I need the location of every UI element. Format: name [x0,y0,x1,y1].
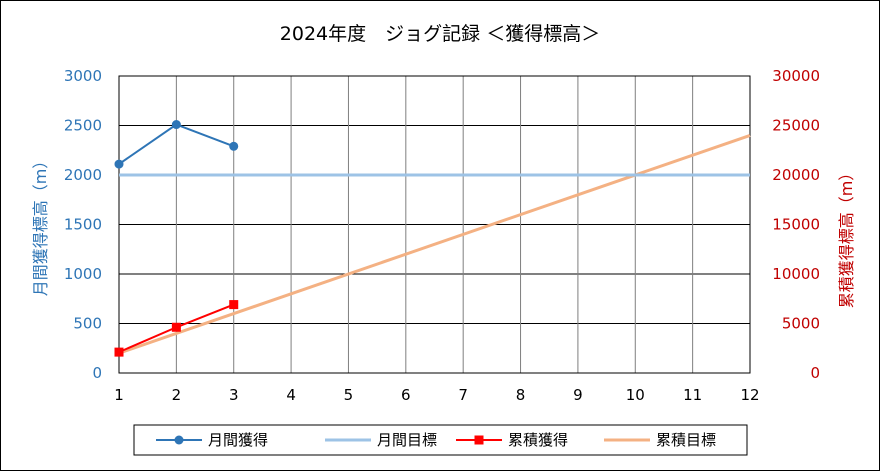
x-tick-label: 5 [344,386,354,404]
y-left-tick-label: 500 [73,315,102,333]
y-left-tick-label: 1000 [64,265,102,283]
legend-label: 累積目標 [656,431,716,449]
x-tick-label: 9 [573,386,583,404]
legend-marker-circle [174,435,184,445]
x-tick-label: 7 [458,386,468,404]
data-point-circle [171,120,181,130]
chart-title: 2024年度 ジョグ記録 ＜獲得標高＞ [280,23,600,45]
x-tick-label: 3 [229,386,239,404]
legend-box [133,424,748,456]
y-left-tick-label: 0 [92,364,102,382]
data-point-square [229,300,239,310]
y-left-tick-label: 2500 [64,117,102,135]
x-tick-label: 10 [626,386,645,404]
x-tick-label: 6 [401,386,411,404]
data-point-square [114,347,124,357]
y-right-tick-label: 10000 [772,265,820,283]
y-right-tick-label: 0 [810,364,820,382]
legend-label: 月間目標 [377,431,437,449]
data-point-square [171,322,181,332]
plot-area: 0500100015002000250030000500010000150002… [31,67,856,404]
y-right-tick-label: 5000 [782,315,820,333]
y-right-tick-label: 15000 [772,216,820,234]
y-left-axis-title: 月間獲得標高（m） [31,153,50,297]
legend-marker-square [474,435,484,445]
plot-border [118,75,751,374]
legend: 月間獲得 月間目標 累積獲得 累積目標 [133,424,748,456]
x-tick-label: 2 [172,386,182,404]
x-tick-label: 12 [740,386,759,404]
x-tick-label: 1 [114,386,124,404]
y-left-tick-label: 1500 [64,216,102,234]
legend-label: 累積獲得 [508,431,568,449]
data-point-circle [114,159,124,169]
y-left-tick-label: 2000 [64,166,102,184]
x-tick-label: 11 [683,386,702,404]
y-left-tick-label: 3000 [64,67,102,85]
y-right-tick-label: 25000 [772,117,820,135]
series-line-4 [118,133,751,355]
y-right-tick-label: 30000 [772,67,820,85]
data-point-circle [229,141,239,151]
x-tick-label: 4 [286,386,296,404]
y-right-tick-label: 20000 [772,166,820,184]
legend-label: 月間獲得 [208,431,268,449]
y-right-axis-title: 累積獲得標高（m） [837,165,856,309]
x-tick-label: 8 [516,386,526,404]
